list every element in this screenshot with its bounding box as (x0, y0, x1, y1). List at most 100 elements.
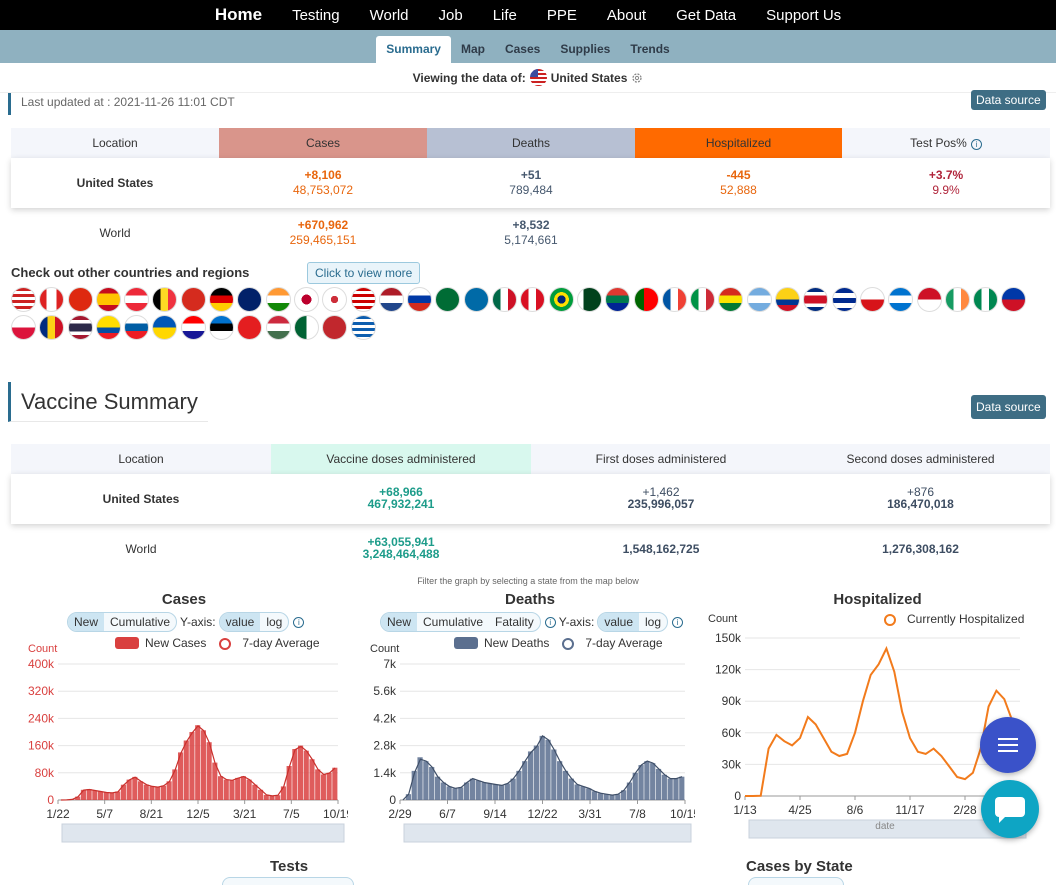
flag-gr-icon[interactable] (351, 315, 376, 340)
flag-hr-icon[interactable] (181, 315, 206, 340)
header-second-doses[interactable]: Second doses administered (791, 444, 1050, 474)
data-source-button[interactable]: Data source (971, 90, 1046, 110)
tab-trends[interactable]: Trends (620, 36, 679, 63)
flag-ec-icon[interactable] (96, 315, 121, 340)
gear-icon[interactable] (631, 72, 643, 84)
view-more-button[interactable]: Click to view more (307, 262, 420, 284)
flag-be-icon[interactable] (152, 287, 177, 312)
nav-get-data[interactable]: Get Data (661, 7, 751, 24)
flag-ie-icon[interactable] (945, 287, 970, 312)
flag-bo-icon[interactable] (718, 287, 743, 312)
flag-si-icon[interactable] (124, 315, 149, 340)
flag-cu-icon[interactable] (832, 287, 857, 312)
flag-co-icon[interactable] (775, 287, 800, 312)
flag-pe-icon[interactable] (520, 287, 545, 312)
flag-ar-icon[interactable] (747, 287, 772, 312)
flag-es-icon[interactable] (96, 287, 121, 312)
flag-nl-icon[interactable] (379, 287, 404, 312)
vaccine-data-source-button[interactable]: Data source (971, 395, 1046, 419)
flag-ng-icon[interactable] (973, 287, 998, 312)
tab-supplies[interactable]: Supplies (550, 36, 620, 63)
flag-dz-icon[interactable] (294, 315, 319, 340)
flag-ch-icon[interactable] (181, 287, 206, 312)
tab-cases[interactable]: Cases (495, 36, 550, 63)
flag-ma-icon[interactable] (322, 315, 347, 340)
nav-testing[interactable]: Testing (277, 7, 355, 24)
nav-ppe[interactable]: PPE (532, 7, 592, 24)
nav-home[interactable]: Home (200, 5, 277, 25)
bar (569, 779, 574, 800)
flag-ru-icon[interactable] (407, 287, 432, 312)
flag-ro-icon[interactable] (39, 315, 64, 340)
mode-new-button[interactable]: New (381, 613, 417, 631)
info-icon[interactable]: i (971, 139, 982, 150)
header-test-pos[interactable]: Test Pos%i (842, 128, 1050, 158)
flag-pk-icon[interactable] (577, 287, 602, 312)
flag-hu-icon[interactable] (266, 315, 291, 340)
flag-ee-icon[interactable] (209, 315, 234, 340)
chat-button[interactable] (981, 780, 1039, 838)
flag-sa-icon[interactable] (435, 287, 460, 312)
header-hospitalized[interactable]: Hospitalized (635, 128, 842, 158)
flag-cn-icon[interactable] (68, 287, 93, 312)
flag-fr-icon[interactable] (662, 287, 687, 312)
mode-cumulative-button[interactable]: Cumulative (417, 613, 489, 631)
scale-value-button[interactable]: value (220, 613, 261, 631)
flag-ca-icon[interactable] (39, 287, 64, 312)
tests-chart-title: Tests (270, 858, 308, 875)
flag-in-icon[interactable] (266, 287, 291, 312)
flag-za-icon[interactable] (605, 287, 630, 312)
info-icon[interactable]: i (545, 617, 556, 628)
mode-cumulative-button[interactable]: Cumulative (104, 613, 176, 631)
flag-kr-icon[interactable] (322, 287, 347, 312)
flag-hn-icon[interactable] (888, 287, 913, 312)
cases-delta: +8,106 (219, 168, 427, 183)
flag-br-icon[interactable] (549, 287, 574, 312)
flag-ph-icon[interactable] (1001, 287, 1026, 312)
scale-log-button[interactable]: log (260, 613, 288, 631)
info-icon[interactable]: i (293, 617, 304, 628)
flag-at-icon[interactable] (124, 287, 149, 312)
mode-new-button[interactable]: New (68, 613, 104, 631)
flag-my-icon[interactable] (351, 287, 376, 312)
header-cases[interactable]: Cases (219, 128, 427, 158)
nav-world[interactable]: World (355, 7, 424, 24)
flag-mx-icon[interactable] (492, 287, 517, 312)
nav-life[interactable]: Life (478, 7, 532, 24)
flag-th-icon[interactable] (68, 315, 93, 340)
flag-gb-icon[interactable] (237, 287, 262, 312)
flag-se-icon[interactable] (464, 287, 489, 312)
scale-log-button[interactable]: log (639, 613, 667, 631)
flag-it-icon[interactable] (690, 287, 715, 312)
nav-job[interactable]: Job (424, 7, 478, 24)
menu-button[interactable] (980, 717, 1036, 773)
info-icon[interactable]: i (672, 617, 683, 628)
x-tick-label: 3/31 (578, 807, 602, 821)
flag-id-icon[interactable] (917, 287, 942, 312)
nav-about[interactable]: About (592, 7, 661, 24)
flag-ua-icon[interactable] (152, 315, 177, 340)
flag-us-icon[interactable] (11, 287, 36, 312)
tab-summary[interactable]: Summary (376, 36, 451, 63)
flag-pl-icon[interactable] (11, 315, 36, 340)
flag-pt-icon[interactable] (634, 287, 659, 312)
header-vaccine-doses[interactable]: Vaccine doses administered (271, 444, 531, 474)
mode-fatality-button[interactable]: Fatality (489, 613, 540, 631)
header-first-doses[interactable]: First doses administered (531, 444, 791, 474)
flag-de-icon[interactable] (209, 287, 234, 312)
scale-value-button[interactable]: value (598, 613, 639, 631)
tab-map[interactable]: Map (451, 36, 495, 63)
flag-al-icon[interactable] (237, 315, 262, 340)
flag-cr-icon[interactable] (803, 287, 828, 312)
flag-cz-icon[interactable] (860, 287, 885, 312)
flag-jp-icon[interactable] (294, 287, 319, 312)
nav-support-us[interactable]: Support Us (751, 7, 856, 24)
bar (184, 741, 189, 801)
header-deaths[interactable]: Deaths (427, 128, 635, 158)
